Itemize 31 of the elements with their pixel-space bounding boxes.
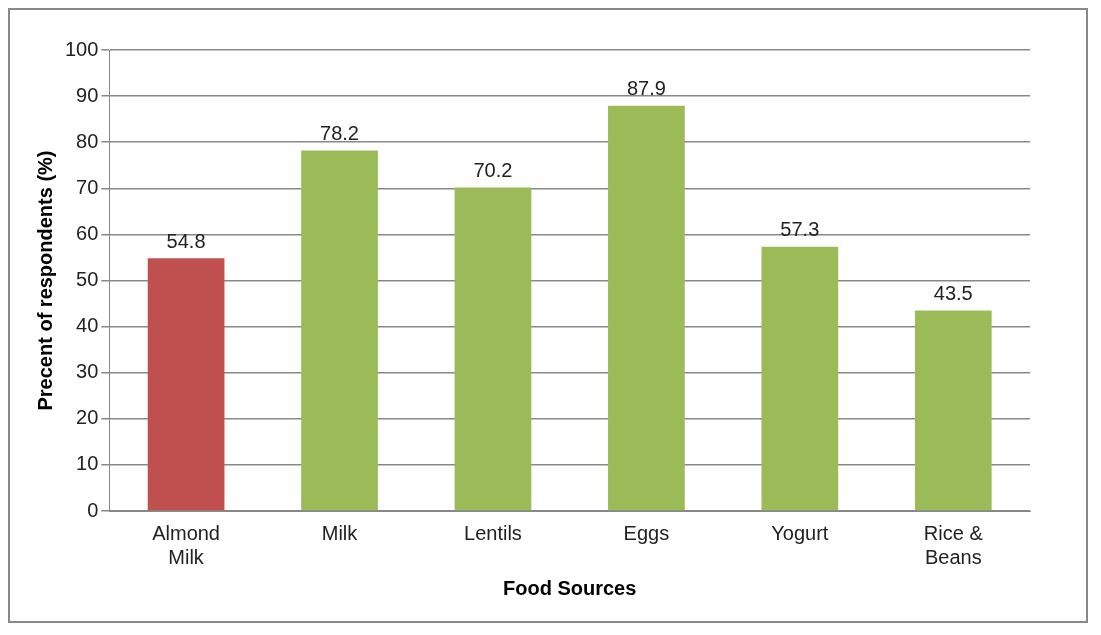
y-tick-label: 100 [64, 37, 99, 60]
bar [914, 310, 992, 511]
data-label: 57.3 [780, 218, 820, 241]
y-tick-label: 0 [87, 498, 99, 521]
x-axis-title: Food Sources [503, 576, 637, 599]
y-tick-label: 20 [76, 406, 99, 429]
bar [761, 246, 839, 511]
bar [608, 105, 685, 511]
y-axis-title: Precent of respondents (%) [33, 150, 56, 411]
y-tick-label: 70 [76, 175, 99, 198]
y-tick-label: 40 [76, 314, 99, 337]
y-tick-label: 80 [76, 129, 99, 152]
x-tick-label: Milk [321, 521, 359, 544]
y-tick-label: 10 [76, 452, 99, 475]
data-label: 78.2 [320, 122, 359, 145]
bar [454, 187, 532, 511]
data-label: 54.8 [166, 229, 206, 252]
y-tick-label: 50 [76, 268, 99, 291]
data-label: 87.9 [626, 77, 666, 100]
x-tick-label: Rice & Beans [923, 521, 984, 568]
bar [147, 258, 225, 511]
y-tick-label: 30 [76, 360, 99, 383]
x-tick-label: Almond Milk [152, 521, 220, 568]
bar [301, 150, 378, 511]
x-tick-label: Eggs [623, 521, 670, 544]
x-tick-label: Lentils [464, 521, 522, 544]
y-tick-label: 90 [76, 83, 99, 106]
x-tick-label: Yogurt [771, 521, 829, 544]
y-tick-label: 60 [76, 221, 99, 244]
data-label: 70.2 [473, 158, 513, 181]
data-label: 43.5 [933, 281, 973, 304]
